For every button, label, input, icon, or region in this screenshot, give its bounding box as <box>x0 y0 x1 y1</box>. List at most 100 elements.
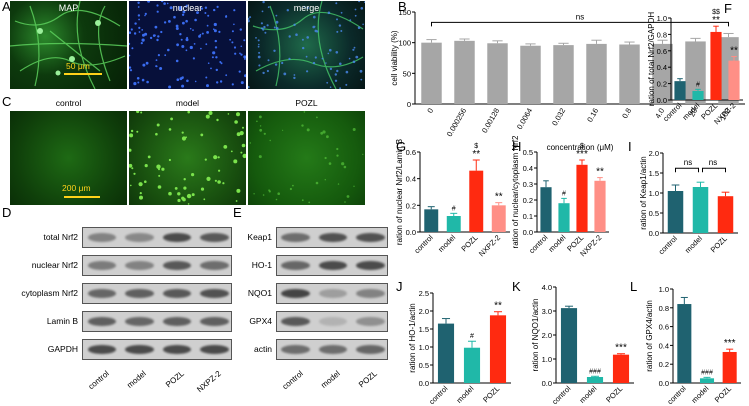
blot-row-label: nuclear Nrf2 <box>31 260 78 270</box>
y-axis-label: ration of NQO1/actin <box>531 299 540 372</box>
y-tick-label: 0 <box>407 100 411 109</box>
y-axis-label: ration of GPX4/actin <box>645 300 654 372</box>
y-tick-label: 0.5 <box>419 361 429 370</box>
panel-label: F <box>724 1 732 16</box>
bar <box>454 40 475 104</box>
x-tick-label: 0.16 <box>585 107 600 124</box>
chart-b: 0 50 100 150 cell viability (%) B 0 0.000256 0.0… <box>390 0 745 152</box>
bar <box>586 43 607 104</box>
pozl-cells-image <box>249 111 364 204</box>
blot-band <box>200 233 229 242</box>
x-tick-label: model <box>690 384 711 405</box>
bar <box>728 60 740 100</box>
y-axis-label: ration of HO-1/actin <box>408 303 417 372</box>
blot-strip <box>276 255 388 276</box>
bar <box>586 377 604 383</box>
significance-mark: # <box>696 81 700 88</box>
blot-strip <box>276 339 388 360</box>
panel-label-d: D <box>2 205 12 220</box>
y-tick-label: 150 <box>398 8 411 17</box>
micrograph-caption-pozl: POZL <box>295 98 318 108</box>
blot-band <box>125 289 154 298</box>
y-tick-label: 2.5 <box>419 289 429 298</box>
blot-row-label: HO-1 <box>251 260 272 270</box>
blot-row-label: cytoplasm Nrf2 <box>21 288 78 298</box>
x-axis-label: concentration (μM) <box>547 143 614 152</box>
bar <box>717 196 734 233</box>
micrograph-map: MAP 50 μm <box>10 1 127 89</box>
blot-band <box>318 317 348 326</box>
x-tick-label: 0.8 <box>620 107 633 121</box>
significance-mark: ns <box>709 158 717 167</box>
x-tick-label: POZL <box>713 384 733 404</box>
y-tick-label: 0.1 <box>523 212 533 221</box>
bar <box>667 191 684 233</box>
micrograph-title-nuclear: nuclear <box>172 3 203 13</box>
y-tick-label: 0.2 <box>406 201 416 210</box>
x-tick-label: 0.000256 <box>445 107 468 139</box>
blot-strip <box>276 311 388 332</box>
panel-label: L <box>630 279 637 294</box>
blot-row-label: Lamin B <box>46 316 78 326</box>
x-tick-label: model <box>683 234 704 255</box>
panel-label: K <box>512 279 521 294</box>
blot-strip <box>82 283 232 304</box>
x-tick-label: model <box>455 384 476 405</box>
significance-mark: $ <box>474 143 478 150</box>
bar <box>437 323 455 383</box>
bar <box>421 42 442 104</box>
panel-label-e: E <box>233 205 242 220</box>
significance-mark: ** <box>712 15 720 26</box>
x-tick-label: 0.0064 <box>515 107 534 131</box>
y-tick-label: 1.0 <box>542 355 552 364</box>
blot-band <box>356 289 385 298</box>
significance-mark: ### <box>701 369 713 376</box>
x-tick-label: model <box>547 233 568 254</box>
y-tick-label: 0.4 <box>406 175 416 184</box>
significance-mark: # <box>452 205 456 212</box>
y-tick-label: 0.0 <box>542 379 552 388</box>
y-axis-label: cell viability (%) <box>390 30 399 85</box>
blot-band <box>281 317 310 326</box>
micrograph-title-merge: merge <box>293 3 320 13</box>
bar <box>619 44 640 104</box>
x-tick-label: POZL <box>459 233 479 253</box>
scale-bar <box>64 196 100 198</box>
y-tick-label: 0.0 <box>657 96 667 105</box>
micrograph-caption-control: control <box>55 98 82 108</box>
significance-mark: *** <box>724 338 736 349</box>
blot-strip <box>276 227 388 248</box>
significance-mark: $ <box>580 143 584 150</box>
blot-band <box>200 317 229 326</box>
micrograph-nuclear: nuclear <box>129 1 246 89</box>
bar <box>446 216 461 232</box>
significance-mark: $$ <box>712 9 720 16</box>
x-tick-label: 0.032 <box>550 107 567 128</box>
significance-mark: ** <box>494 301 502 312</box>
y-tick-label: 3.0 <box>542 307 552 316</box>
y-tick-label: 0.4 <box>657 63 667 72</box>
bar <box>677 304 692 383</box>
x-tick-label: control <box>657 234 680 257</box>
y-axis-label: ration of Keap1/actin <box>639 156 648 229</box>
blot-band <box>125 233 154 242</box>
blot-band <box>281 345 310 354</box>
y-tick-label: 4.0 <box>542 283 552 292</box>
blot-band <box>318 345 348 354</box>
blot-band <box>162 289 191 298</box>
blot-band <box>281 233 310 242</box>
x-tick-label: 0.00128 <box>480 107 501 135</box>
blot-band <box>356 233 385 242</box>
y-tick-label: 0.3 <box>523 180 533 189</box>
bar <box>685 41 706 104</box>
panel-label: J <box>396 279 403 294</box>
bar <box>463 347 481 383</box>
blot-band <box>87 261 116 270</box>
significance-mark: *** <box>576 149 588 160</box>
panel-label: H <box>512 139 521 154</box>
blot-band <box>200 345 229 354</box>
